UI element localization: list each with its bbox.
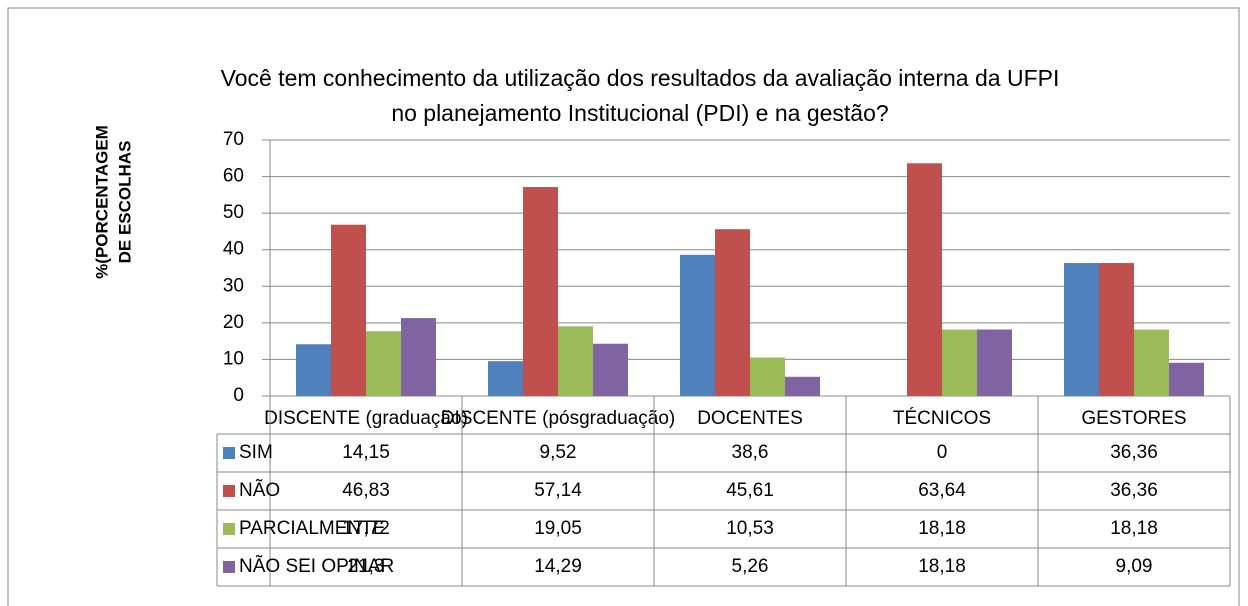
table-cell: 19,05 [534,518,582,539]
table-cell: 57,14 [534,480,582,501]
table-cell: 14,15 [342,442,390,463]
legend-swatch [223,561,235,573]
table-cell: 17,72 [342,518,390,539]
bar [593,343,628,396]
y-tick-label: 20 [223,312,244,333]
table-cell: 36,36 [1110,442,1158,463]
table-cell: 18,18 [918,556,966,577]
bar [1169,362,1204,396]
table-cell: 10,53 [726,518,774,539]
chart-title: no planejamento Institucional (PDI) e na… [391,100,888,126]
x-tick-label: DOCENTES [697,408,803,429]
bar [296,344,331,396]
y-axis-label: DE ESCOLHAS [115,141,134,264]
y-tick-label: 30 [223,275,244,296]
table-cell: 18,18 [1110,518,1158,539]
bar [558,326,593,396]
bar [977,329,1012,396]
legend-label: SIM [239,442,273,463]
table-cell: 21,3 [348,556,385,577]
x-tick-label: DISCENTE (pósgraduação) [441,408,675,429]
x-tick-label: TÉCNICOS [893,408,991,429]
chart-border [7,7,1240,606]
bar [785,376,820,396]
bar [1064,263,1099,396]
bar [401,318,436,396]
legend-swatch [223,447,235,459]
legend-swatch [223,485,235,497]
table-cell: 5,26 [732,556,769,577]
bar [750,357,785,396]
chart-title: Você tem conhecimento da utilização dos … [221,65,1060,91]
y-tick-label: 60 [223,166,244,187]
y-tick-label: 10 [223,348,244,369]
table-cell: 46,83 [342,480,390,501]
bar [366,331,401,396]
bar [942,329,977,396]
bar [907,163,942,396]
table-cell: 18,18 [918,518,966,539]
y-tick-label: 50 [223,202,244,223]
bar [680,254,715,396]
legend-label: PARCIALMENTE [239,518,385,539]
x-tick-label: DISCENTE (graduação) [264,408,468,429]
bar [523,187,558,396]
bar [1134,329,1169,396]
table-cell: 36,36 [1110,480,1158,501]
table-cell: 63,64 [918,480,966,501]
table-cell: 9,09 [1116,556,1153,577]
table-cell: 45,61 [726,480,774,501]
legend-label: NÃO SEI OPINAR [239,555,394,577]
bar [715,229,750,396]
bar [1099,263,1134,396]
table-cell: 14,29 [534,556,582,577]
bar [488,361,523,396]
table-cell: 38,6 [732,442,769,463]
bar [331,224,366,396]
y-axis-label: %(PORCENTAGEM [92,125,111,279]
table-cell: 9,52 [540,442,577,463]
y-tick-label: 70 [223,129,244,150]
x-tick-label: GESTORES [1081,408,1186,429]
legend-label: NÃO [239,479,280,501]
y-tick-label: 0 [233,385,244,406]
table-cell: 0 [937,442,948,463]
legend-swatch [223,523,235,535]
y-tick-label: 40 [223,239,244,260]
